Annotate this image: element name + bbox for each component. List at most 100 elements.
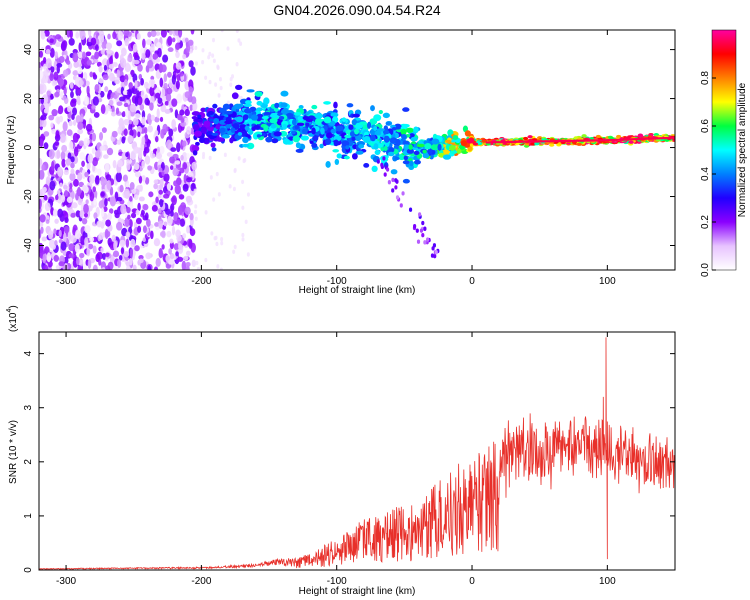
noise-cell xyxy=(182,233,187,239)
signal-cell xyxy=(219,119,228,125)
noise-cell xyxy=(142,203,149,211)
signal-cell xyxy=(402,178,410,184)
y-tick-label: 4 xyxy=(23,350,34,356)
noise-cell xyxy=(163,173,170,182)
noise-cell xyxy=(120,247,125,255)
noise-cell xyxy=(136,90,140,99)
noise-cell xyxy=(171,37,176,43)
noise-cell xyxy=(138,196,145,202)
noise-cell xyxy=(91,104,96,110)
noise-cell xyxy=(184,108,190,117)
signal-cell xyxy=(246,142,255,150)
signal-cell xyxy=(452,135,459,141)
noise-cell xyxy=(134,171,141,178)
noise-cell xyxy=(98,78,104,84)
noise-cell xyxy=(156,41,162,49)
noise-cell xyxy=(116,139,122,145)
signal-cell xyxy=(193,130,202,137)
signal-cell xyxy=(628,140,634,144)
signal-cell xyxy=(413,150,420,156)
signal-cell xyxy=(382,112,390,119)
signal-cell xyxy=(422,149,427,154)
noise-cell xyxy=(208,155,212,161)
signal-cell xyxy=(416,239,421,244)
noise-cell xyxy=(62,264,69,270)
noise-cell xyxy=(212,197,216,202)
noise-cell xyxy=(47,260,53,268)
signal-cell xyxy=(285,112,294,119)
signal-cell xyxy=(293,111,302,116)
noise-cell xyxy=(182,162,188,170)
noise-cell xyxy=(116,221,123,231)
spectrogram-y-ticks: -40 -20 0 20 40 xyxy=(23,44,675,253)
noise-cell xyxy=(102,74,109,81)
noise-cell xyxy=(64,217,69,223)
signal-cell xyxy=(312,135,319,142)
noise-cell xyxy=(50,122,54,129)
signal-cell xyxy=(302,115,310,121)
noise-cell xyxy=(39,169,45,180)
y-tick-label: 40 xyxy=(23,44,34,56)
snr-series-line xyxy=(39,337,675,570)
noise-cell xyxy=(176,218,181,226)
signal-cell xyxy=(314,112,323,119)
noise-cell xyxy=(42,73,49,84)
signal-cell xyxy=(242,114,249,120)
noise-cell xyxy=(168,30,173,36)
signal-cell xyxy=(210,142,216,148)
noise-cell xyxy=(179,167,185,174)
signal-cell xyxy=(373,143,379,150)
noise-cell xyxy=(85,123,93,132)
noise-cell xyxy=(189,212,194,221)
noise-cell xyxy=(76,186,82,197)
colorbar-tick-label: 0.8 xyxy=(700,71,711,85)
noise-cell xyxy=(173,180,178,187)
noise-cell xyxy=(106,180,112,191)
signal-cell xyxy=(383,145,388,152)
signal-cell xyxy=(256,100,263,106)
snr-y-ticks: 0 1 2 3 4 xyxy=(23,350,675,573)
noise-cell xyxy=(117,30,124,41)
noise-cell xyxy=(192,103,197,112)
noise-cell xyxy=(147,165,153,171)
noise-cell xyxy=(201,48,205,53)
signal-cell xyxy=(269,112,278,119)
noise-cell xyxy=(175,42,181,51)
noise-cell xyxy=(171,225,176,236)
noise-cell xyxy=(81,169,87,180)
signal-cell xyxy=(335,125,344,132)
signal-cell xyxy=(237,132,243,136)
noise-cell xyxy=(78,181,84,188)
signal-cell xyxy=(224,120,233,125)
noise-cell xyxy=(133,52,139,59)
signal-cell xyxy=(581,134,587,138)
noise-cell xyxy=(186,177,193,183)
noise-cell xyxy=(243,158,247,163)
noise-cell xyxy=(129,181,135,190)
noise-cell xyxy=(150,43,155,52)
noise-cell xyxy=(133,59,140,65)
noise-cell xyxy=(43,30,50,37)
signal-cell xyxy=(427,148,433,155)
noise-cell xyxy=(69,30,73,39)
noise-cell xyxy=(134,96,139,107)
noise-cell xyxy=(53,254,60,262)
noise-cell xyxy=(181,140,187,147)
noise-cell xyxy=(196,266,200,270)
noise-cell xyxy=(86,162,91,170)
noise-cell xyxy=(204,75,208,80)
signal-cell xyxy=(294,125,300,130)
noise-cell xyxy=(70,162,75,169)
noise-cell xyxy=(179,109,185,116)
signal-cell xyxy=(595,134,601,139)
noise-cell xyxy=(122,174,128,182)
noise-cell xyxy=(127,214,131,220)
noise-cell xyxy=(143,146,150,154)
signal-cell xyxy=(481,139,487,143)
signal-cell xyxy=(402,140,410,146)
noise-cell xyxy=(168,78,173,89)
noise-cell xyxy=(86,59,92,66)
noise-cell xyxy=(138,148,143,159)
signal-cell xyxy=(323,116,332,124)
noise-cell xyxy=(144,97,150,106)
